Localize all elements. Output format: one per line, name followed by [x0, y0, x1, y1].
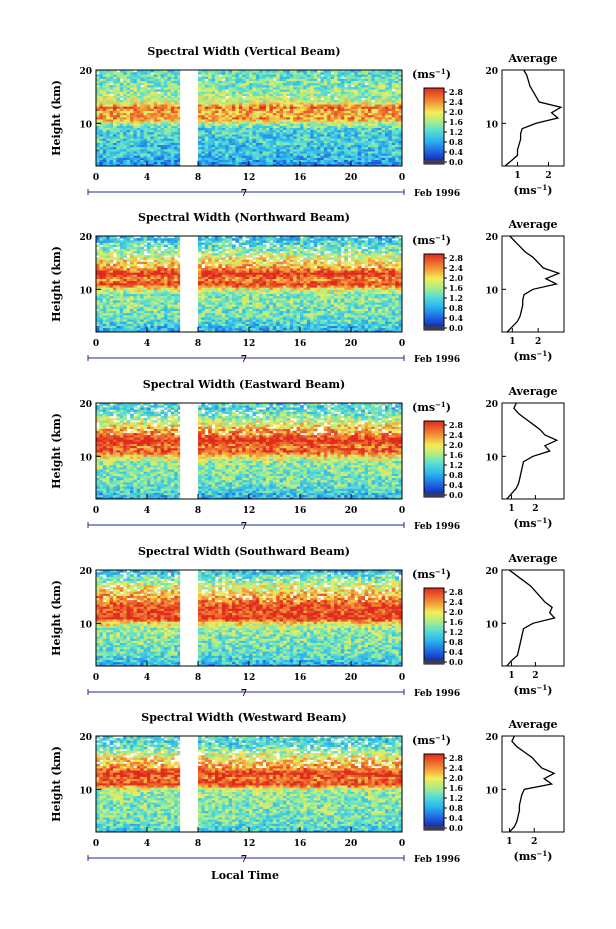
y-axis-label: Height (km) [50, 80, 63, 156]
colorbar-low-band [424, 160, 444, 164]
heatmap-cell [341, 79, 345, 82]
colorbar-tick-label: 1.6 [449, 117, 463, 127]
heatmap-cell [205, 81, 209, 84]
average-y-tick-label: 20 [485, 67, 498, 77]
average-unit-close: ) [547, 184, 552, 197]
y-tick-label: 20 [79, 67, 92, 77]
heatmap-cell [222, 81, 226, 84]
heatmap-cell [198, 76, 202, 79]
heatmap-cell [273, 81, 277, 84]
x-tick-label: 8 [195, 173, 201, 183]
heatmap-cell [334, 100, 338, 103]
colorbar-tick-label: 0.8 [449, 137, 463, 147]
heatmap-cell [365, 85, 369, 88]
heatmap-cell [140, 87, 144, 90]
average-x-tick-label: 2 [545, 171, 551, 181]
heatmap-cell [317, 72, 321, 75]
heatmap-cell [96, 74, 100, 77]
heatmap-cell [225, 91, 229, 94]
x-tick-label: 16 [294, 173, 307, 183]
heatmap-cell [320, 100, 324, 103]
heatmap-cell [327, 96, 331, 99]
heatmap-cell [344, 87, 348, 90]
heatmap-cell [242, 98, 246, 101]
heatmap-cell [120, 81, 124, 84]
average-unit: (ms−1) [513, 183, 552, 197]
heatmap-cell [120, 100, 124, 103]
heatmap-cell [371, 102, 375, 105]
colorbar-tick-label: 0.0 [449, 157, 463, 167]
date-label: Feb 1996 [414, 189, 460, 199]
colorbar-tick-label: 2.4 [449, 97, 463, 107]
colorbar-tick-label: 1.2 [449, 127, 463, 137]
average-profile-line [505, 70, 561, 166]
heatmap-cell [225, 98, 229, 101]
heatmap-cell [157, 89, 161, 92]
colorbar-tick-label: 2.0 [449, 107, 463, 117]
heatmap-cell [222, 102, 226, 105]
x-tick-label: 20 [345, 173, 358, 183]
heatmap-cell [150, 74, 154, 77]
average-title: Average [507, 52, 557, 65]
heatmap-cell [116, 72, 120, 75]
panel-title: Spectral Width (Vertical Beam) [147, 45, 340, 58]
colorbar-unit-exp: −1 [435, 67, 446, 76]
heatmap-cells [96, 70, 402, 166]
average-y-tick-label: 10 [485, 120, 498, 130]
x-tick-label: 4 [144, 173, 150, 183]
colorbar-unit: (ms−1) [412, 67, 451, 81]
heatmap-cell [218, 76, 222, 79]
heatmap-cell [310, 100, 314, 103]
heatmap-cells [96, 236, 402, 332]
panel-title: Spectral Width (Northward Beam) [138, 211, 350, 224]
heatmap-cell [110, 85, 114, 88]
colorbar-unit-close: ) [446, 68, 451, 81]
average-x-tick-label: 1 [514, 171, 520, 181]
colorbar [424, 88, 444, 164]
x-tick-label: 0 [93, 173, 99, 183]
colorbar-tick-label: 2.8 [449, 87, 463, 97]
heatmap-cell [392, 91, 396, 94]
colorbar-tick-label: 0.4 [449, 147, 463, 157]
heatmap-cell [351, 87, 355, 90]
panel-1: Spectral Width (Northward Beam)1020Heigh… [50, 211, 564, 365]
day-label: 7 [241, 189, 247, 199]
y-tick-label: 10 [79, 120, 92, 130]
panel-0: Spectral Width (Vertical Beam)1020Height… [50, 45, 564, 199]
heatmap-cell [320, 76, 324, 79]
x-tick-label: 12 [243, 173, 256, 183]
average-unit-exp: −1 [537, 183, 548, 192]
data-gap [180, 70, 198, 166]
figure: Spectral Width (Vertical Beam)1020Height… [0, 0, 616, 929]
heatmap-cell [361, 100, 365, 103]
heatmap-cell [331, 74, 335, 77]
heatmap-cell [317, 81, 321, 84]
x-tick-label: 0 [399, 173, 405, 183]
average-frame [502, 70, 564, 166]
heatmap-cell [157, 93, 161, 96]
heatmap-cell [110, 96, 114, 99]
heatmap-cell [133, 72, 137, 75]
heatmap-cell [286, 98, 290, 101]
